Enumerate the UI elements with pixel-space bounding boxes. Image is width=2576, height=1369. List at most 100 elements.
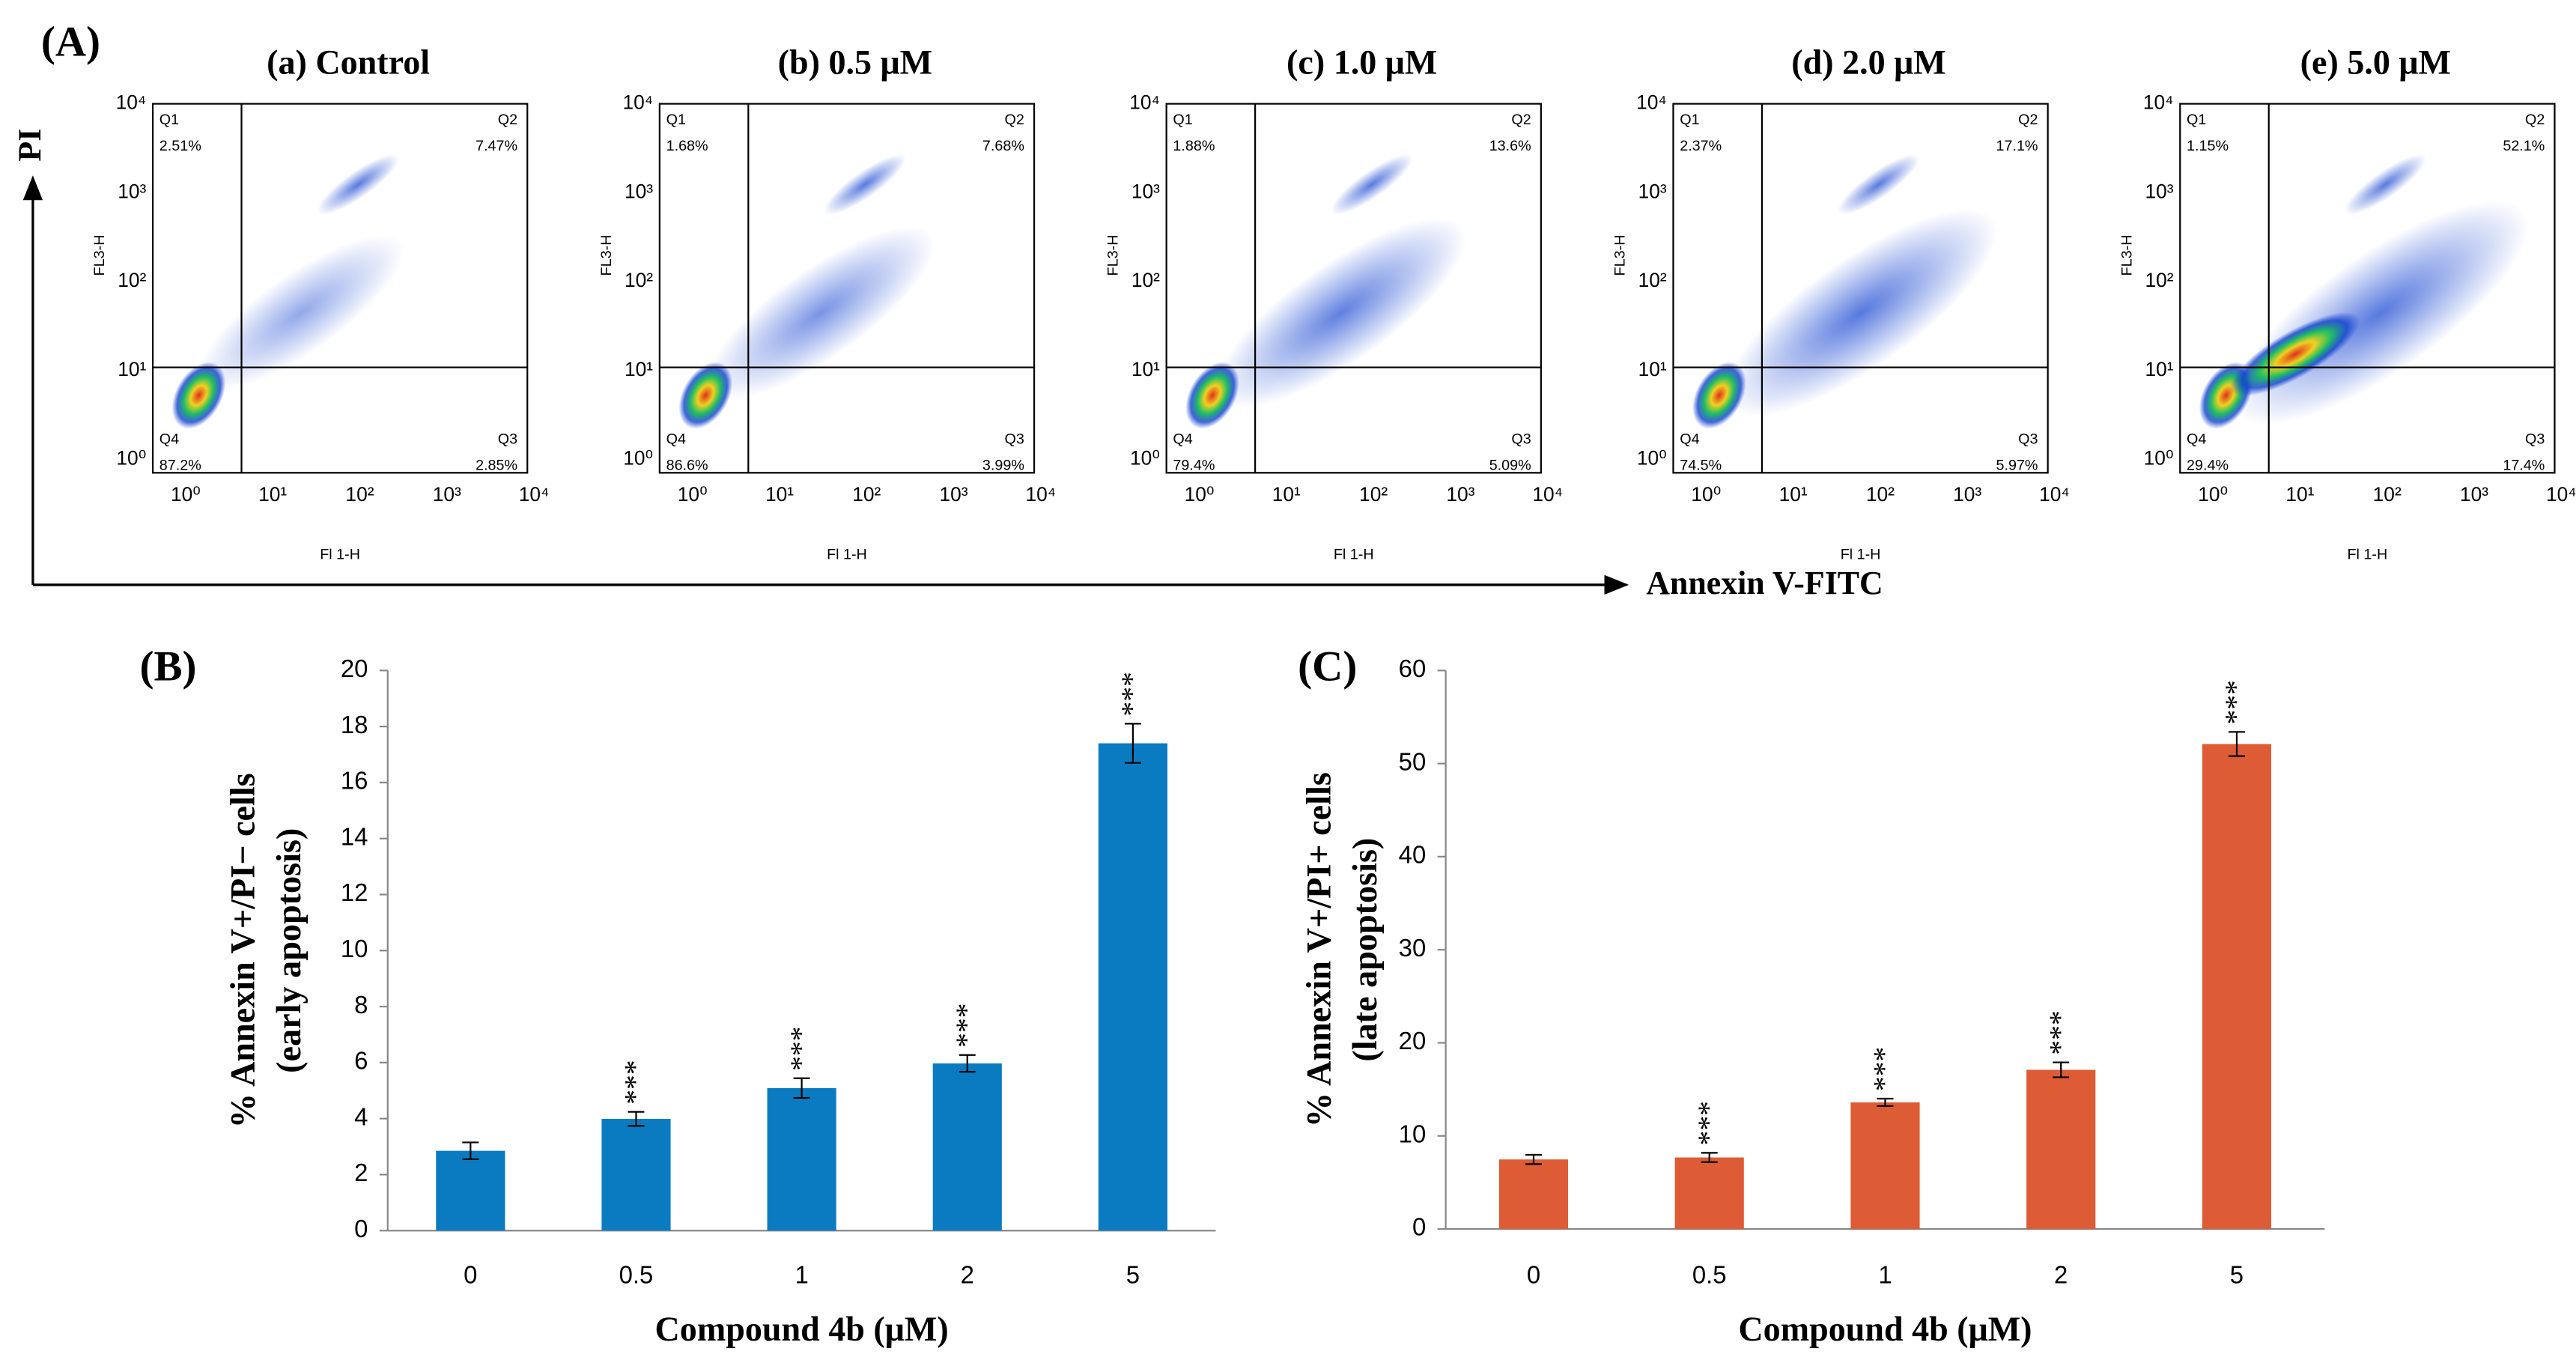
- y-tick-label: 10³: [1638, 180, 1667, 202]
- error-bar: [2053, 1061, 2070, 1078]
- y-axis-label: % Annexin V+/PI− cells: [224, 773, 262, 1128]
- x-tick-label: 0.5: [1692, 1260, 1727, 1288]
- bar: [1674, 1157, 1744, 1230]
- cell-blob: [2229, 312, 2360, 397]
- y-axis-label: (early apoptosis): [270, 828, 308, 1073]
- x-tick-label: 10²: [2373, 483, 2402, 506]
- cell-blob: [678, 362, 733, 429]
- y-tick-label: 10¹: [2145, 358, 2173, 380]
- quadrant-name: Q4: [666, 431, 686, 448]
- x-tick-label: 2: [961, 1260, 974, 1288]
- y-tick-label: 10⁴: [1129, 91, 1160, 114]
- y-tick-label: 20: [341, 655, 368, 682]
- quadrant-name: Q2: [1005, 112, 1024, 128]
- bar: [1498, 1159, 1569, 1230]
- significance: ***: [1692, 1101, 1725, 1145]
- cell-blob: [1185, 362, 1239, 429]
- y-tick-label: 10²: [1638, 269, 1667, 291]
- x-tick-label: 1: [795, 1260, 808, 1288]
- x-tick-label: 10¹: [2285, 483, 2314, 506]
- y-axis-label: % Annexin V+/PI+ cells: [1300, 772, 1338, 1127]
- y-tick-label: 10: [1399, 1120, 1427, 1147]
- quadrant-name: Q1: [2187, 112, 2206, 128]
- y-tick-label: 10⁴: [116, 91, 147, 114]
- x-axis-label: Fl 1-H: [1841, 547, 1881, 563]
- error-bar: [2228, 731, 2245, 757]
- y-tick-label: 10¹: [1131, 358, 1160, 380]
- x-tick-label: 10⁴: [1532, 483, 1563, 506]
- x-tick-label: 10⁰: [1185, 483, 1215, 506]
- error-bar: [1124, 723, 1141, 764]
- x-tick-label: 10⁰: [171, 483, 201, 506]
- y-tick-label: 12: [341, 878, 368, 906]
- y-tick-label: 10²: [2145, 269, 2173, 291]
- x-tick-label: 10⁰: [1691, 483, 1721, 506]
- quadrant-name: Q3: [498, 431, 517, 448]
- cell-cloud: [824, 154, 906, 215]
- error-bar: [1877, 1097, 1894, 1108]
- quadrant-name: Q1: [666, 112, 686, 128]
- quadrant-percent: 86.6%: [666, 458, 708, 474]
- quadrant-percent: 7.68%: [982, 138, 1024, 154]
- quadrant-percent: 1.68%: [666, 138, 708, 154]
- error-bar: [793, 1077, 810, 1099]
- quadrant-name: Q4: [2187, 431, 2206, 448]
- bar: [436, 1150, 505, 1231]
- x-tick-label: 10⁰: [2198, 483, 2228, 506]
- y-tick-label: 10: [341, 935, 368, 962]
- quadrant-percent: 2.51%: [160, 138, 201, 154]
- quadrant-percent: 74.5%: [1680, 458, 1722, 474]
- x-tick-label: 0: [1527, 1260, 1540, 1288]
- quadrant-name: Q2: [2018, 112, 2038, 128]
- significance: ***: [2219, 680, 2252, 724]
- x-tick-label: 10³: [940, 483, 968, 506]
- cell-cloud: [2344, 154, 2427, 215]
- quadrant-percent: 5.09%: [1489, 458, 1531, 474]
- y-tick-label: 10⁰: [116, 447, 146, 470]
- x-tick-label: 10⁴: [1026, 483, 1057, 506]
- quadrant-percent: 87.2%: [160, 458, 201, 474]
- pi-label: PI: [11, 129, 48, 162]
- x-tick-label: 10⁰: [678, 483, 708, 506]
- significance: ***: [619, 1060, 651, 1104]
- y-axis-label: FL3-H: [1105, 234, 1122, 276]
- quadrant-name: Q3: [1005, 431, 1024, 448]
- quadrant-name: Q2: [498, 112, 517, 128]
- y-tick-label: 10⁴: [622, 91, 653, 114]
- x-tick-label: 10²: [1866, 483, 1895, 506]
- y-tick-label: 50: [1399, 747, 1427, 775]
- y-axis-label: FL3-H: [598, 234, 615, 276]
- y-axis-label: FL3-H: [2118, 234, 2135, 276]
- plot-title: (e) 5.0 μM: [2300, 43, 2451, 82]
- annexin-label: Annexin V-FITC: [1646, 565, 1883, 601]
- quadrant-percent: 1.15%: [2187, 138, 2229, 154]
- cell-cloud: [317, 154, 400, 215]
- significance: ***: [950, 1003, 982, 1047]
- quadrant-percent: 79.4%: [1173, 458, 1215, 474]
- x-tick-label: 0: [464, 1260, 477, 1288]
- quadrant-percent: 17.1%: [1996, 138, 2038, 154]
- quadrant-percent: 52.1%: [2503, 138, 2545, 154]
- bar: [1850, 1102, 1920, 1230]
- bar: [2026, 1069, 2096, 1230]
- y-tick-label: 2: [354, 1159, 368, 1186]
- cell-cloud: [2232, 201, 2529, 425]
- quadrant-name: Q2: [1511, 112, 1531, 128]
- x-tick-label: 10³: [1446, 483, 1474, 506]
- quadrant-percent: 17.4%: [2503, 458, 2545, 474]
- plot-frame: [1672, 103, 2049, 474]
- plot-title: (a) Control: [267, 43, 430, 82]
- quadrant-percent: 29.4%: [2187, 458, 2229, 474]
- x-tick-label: 10²: [1359, 483, 1388, 506]
- x-tick-label: 5: [2230, 1260, 2244, 1288]
- x-axis-label: Fl 1-H: [2348, 547, 2388, 563]
- bar: [932, 1063, 1002, 1231]
- quadrant-name: Q2: [2525, 112, 2545, 128]
- quadrant-percent: 2.37%: [1680, 138, 1722, 154]
- x-tick-label: 10³: [433, 483, 461, 506]
- y-tick-label: 10³: [118, 180, 146, 202]
- error-bar: [1525, 1153, 1542, 1165]
- y-tick-label: 60: [1399, 655, 1427, 682]
- quadrant-percent: 13.6%: [1489, 138, 1531, 154]
- y-tick-label: 40: [1399, 841, 1427, 869]
